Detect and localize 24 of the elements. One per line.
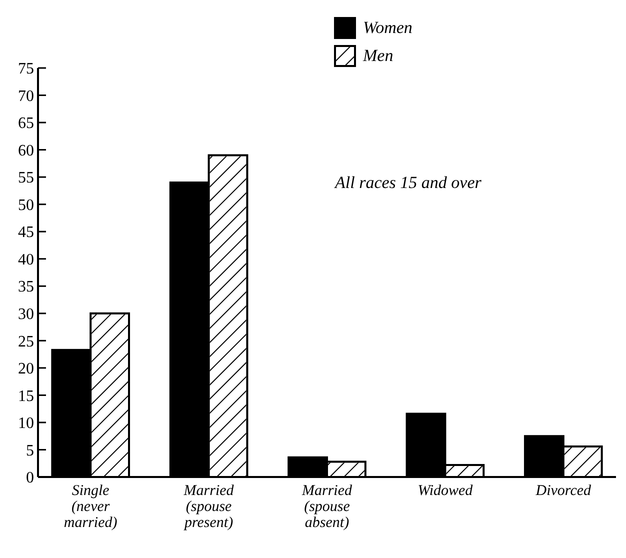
y-tick-label: 25	[18, 333, 34, 350]
x-tick-label: Divorced	[534, 483, 592, 499]
x-tick-label: Married (spouse present)	[182, 483, 234, 531]
legend-label: Men	[362, 46, 394, 65]
y-tick-label: 65	[18, 115, 34, 132]
y-tick-label: 10	[18, 415, 34, 432]
y-tick-label: 35	[18, 278, 34, 296]
x-tick-label: Widowed	[418, 483, 474, 499]
y-tick-label: 20	[18, 360, 34, 378]
annotation: All races 15 and over	[334, 173, 482, 192]
y-tick-label: 30	[18, 306, 34, 323]
x-tick-label: Married (spouse absent)	[301, 483, 352, 531]
y-tick-label: 75	[18, 60, 34, 78]
y-tick-label: 15	[18, 388, 34, 405]
y-tick-label: 50	[18, 196, 34, 214]
x-tick-label: Single (never married)	[64, 483, 118, 531]
y-tick-label: 60	[18, 142, 34, 160]
y-tick-label: 55	[18, 170, 34, 187]
y-tick-label: 40	[18, 251, 34, 268]
y-tick-label: 0	[26, 470, 34, 487]
y-tick-label: 5	[26, 442, 34, 460]
y-tick-label: 70	[18, 88, 34, 105]
y-tick-label: 45	[18, 224, 34, 242]
legend-label: Women	[363, 18, 412, 37]
